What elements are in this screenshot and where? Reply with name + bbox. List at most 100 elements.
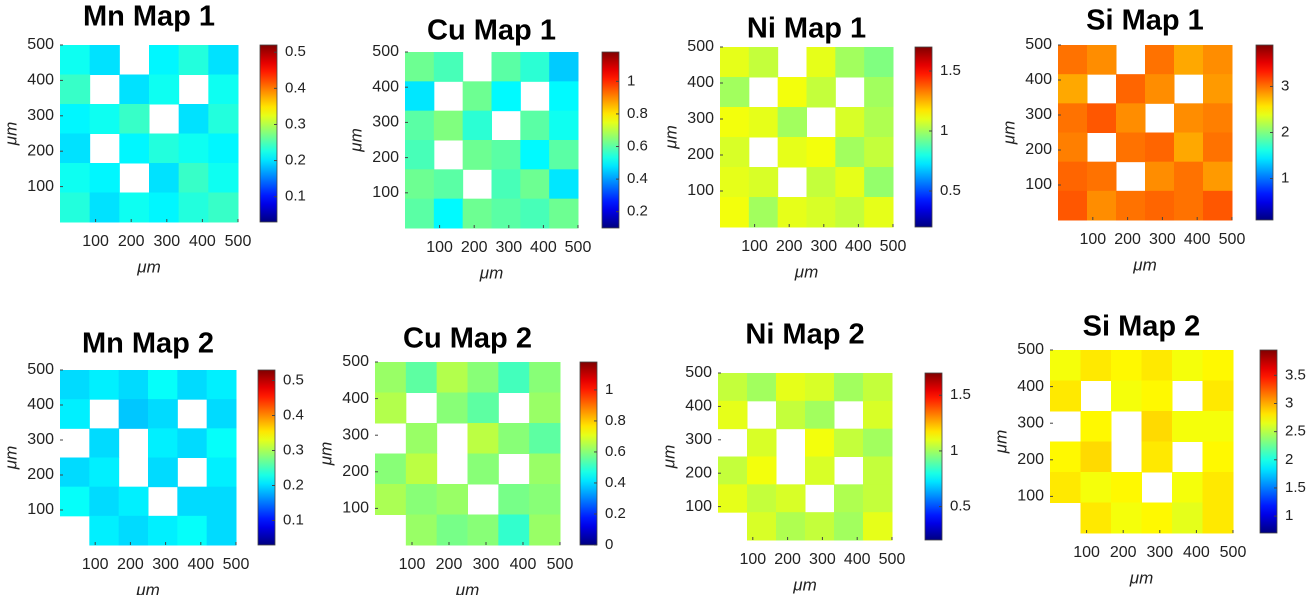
heat-cell [1172, 411, 1203, 442]
heat-cell [1116, 74, 1146, 104]
heat-cell [60, 163, 91, 193]
heat-cell [1202, 380, 1234, 412]
heat-cell [375, 362, 407, 393]
heat-cell [863, 428, 893, 457]
colorbar-tick-label: 0.4 [285, 79, 306, 96]
heat-cell [776, 484, 806, 513]
heat-cell [549, 81, 579, 112]
colorbar-tick-label: 0.5 [940, 182, 961, 199]
x-axis-label: μm [1129, 568, 1153, 587]
heat-cell [748, 197, 779, 228]
x-axis-label: μm [1132, 255, 1156, 274]
x-tick-label: 300 [152, 556, 179, 573]
heat-cell [718, 373, 748, 402]
heat-cell [498, 362, 530, 393]
y-tick-label: 100 [1017, 488, 1044, 505]
heat-cell [177, 370, 208, 400]
heat-cell [864, 167, 894, 198]
heat-cell [1050, 472, 1081, 503]
x-axis-label: μm [135, 580, 159, 595]
heat-cell [1174, 103, 1204, 133]
heat-cell [806, 77, 836, 108]
heat-cell [491, 198, 521, 229]
heat-cell [748, 47, 779, 78]
heat-cell [863, 400, 893, 430]
y-tick-label: 400 [372, 78, 399, 95]
heat-cell [149, 163, 180, 193]
heat-cell [119, 133, 150, 164]
heat-cell [177, 515, 208, 546]
colorbar-tick-label: 1 [605, 381, 613, 398]
colorbar-tick-label: 1 [627, 72, 635, 89]
heat-cell [834, 428, 864, 457]
heat-cell [462, 81, 492, 112]
title: Si Map 1 [1086, 5, 1204, 37]
heat-cell [462, 140, 492, 170]
colorbar-tick-label: 0 [605, 536, 613, 553]
heat-cell [436, 392, 468, 424]
y-tick-label: 300 [1025, 106, 1052, 123]
heat-cell [1203, 45, 1233, 75]
heat-cell [720, 167, 750, 198]
heat-cell [1058, 103, 1088, 133]
heat-cell [60, 74, 91, 105]
heat-cell [777, 137, 807, 168]
heat-cell [1203, 132, 1233, 163]
heat-cell [549, 140, 579, 170]
heat-cell [720, 47, 750, 78]
heat-cell [835, 197, 865, 228]
heat-cell [498, 484, 530, 515]
y-tick-label: 300 [27, 107, 54, 124]
heat-cell [60, 192, 91, 223]
heat-cell [178, 133, 209, 164]
heat-cell [520, 169, 550, 200]
x-tick-label: 400 [510, 556, 537, 573]
heat-cell [529, 423, 561, 454]
heat-cell [805, 400, 835, 430]
heat-cell [747, 456, 777, 485]
x-axis-label: μm [455, 580, 479, 595]
heat-cell [60, 45, 91, 75]
x-axis-label: μm [479, 263, 503, 282]
y-axis-label: μm [659, 445, 678, 469]
x-tick-label: 400 [189, 233, 216, 250]
colorbar-tick-label: 0.4 [283, 406, 304, 423]
heat-cell [720, 137, 750, 168]
heat-cell [1050, 350, 1081, 381]
heat-cell [467, 392, 499, 424]
x-tick-label: 300 [1149, 231, 1176, 248]
colorbar-tick-label: 0.5 [950, 498, 971, 515]
y-tick-label: 200 [1025, 141, 1052, 158]
heat-cell [206, 515, 237, 546]
heat-cell [863, 484, 893, 513]
heat-cell [1145, 132, 1175, 163]
heat-cell [178, 45, 209, 75]
heat-cell [467, 514, 499, 546]
heat-cell [89, 104, 120, 134]
heat-cell [60, 104, 91, 134]
x-tick-label: 500 [1219, 231, 1246, 248]
y-axis-label: μm [991, 430, 1010, 454]
y-tick-label: 100 [372, 184, 399, 201]
colorbar [259, 44, 278, 223]
heat-cell [1141, 380, 1173, 412]
title: Cu Map 1 [427, 15, 556, 47]
heat-cell [60, 133, 91, 164]
heat-cell [806, 167, 836, 198]
x-tick-label: 100 [82, 233, 109, 250]
heat-cell [208, 163, 239, 193]
colorbar-tick-label: 2 [1281, 123, 1289, 140]
y-tick-label: 100 [342, 500, 369, 517]
colorbar [257, 369, 276, 546]
heat-cell [405, 453, 438, 485]
x-tick-label: 100 [426, 239, 453, 256]
heat-cell [1141, 411, 1173, 442]
heat-cell [520, 52, 550, 82]
y-tick-label: 200 [27, 142, 54, 159]
heat-cell [1203, 74, 1233, 104]
y-tick-label: 200 [1017, 451, 1044, 468]
y-tick-label: 200 [685, 464, 712, 481]
heat-cell [863, 456, 893, 485]
x-tick-label: 200 [117, 556, 144, 573]
heat-cell [747, 373, 777, 402]
